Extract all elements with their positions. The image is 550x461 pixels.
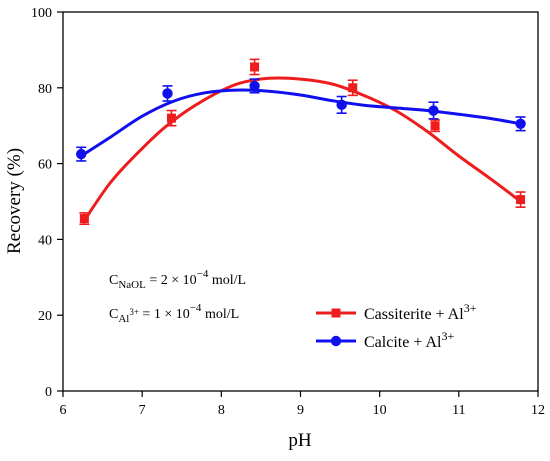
naol-concentration-annotation: CNaOL = 2 × 10−4 mol/L	[109, 268, 246, 291]
x-tick-label: 8	[218, 403, 225, 418]
data-point-calcite	[162, 88, 173, 99]
legend-label-calcite: Calcite + Al3+	[364, 329, 454, 351]
x-tick-label: 6	[60, 403, 67, 418]
legend-item-cassiterite: Cassiterite + Al3+	[316, 301, 477, 323]
y-tick-label: 60	[38, 158, 52, 173]
error-bars	[76, 58, 526, 226]
legend: Cassiterite + Al3+ Calcite + Al3+	[316, 301, 477, 351]
x-tick-label: 7	[139, 403, 146, 418]
data-point-cassiterite	[166, 113, 176, 123]
data-point-cassiterite	[430, 121, 440, 131]
legend-marker-cassiterite	[331, 308, 341, 318]
data-point-calcite	[336, 99, 347, 111]
data-point-cassiterite	[516, 195, 526, 205]
x-axis-title: pH	[288, 430, 312, 451]
fit-curves	[80, 76, 522, 222]
data-point-cassiterite	[79, 214, 89, 224]
fit-curve-calcite	[80, 88, 521, 158]
x-tick-label: 11	[452, 403, 465, 418]
data-point-calcite	[249, 80, 260, 92]
fit-curve-cassiterite	[83, 76, 522, 222]
legend-item-calcite: Calcite + Al3+	[316, 329, 454, 351]
al-concentration-annotation: CAl3+ = 1 × 10−4 mol/L	[109, 302, 239, 325]
y-tick-label: 0	[45, 385, 52, 400]
x-tick-label: 9	[297, 403, 304, 418]
condition-annotations: CNaOL = 2 × 10−4 mol/L CAl3+ = 1 × 10−4 …	[109, 268, 246, 325]
y-tick-label: 80	[38, 82, 52, 97]
plot-frame	[62, 11, 539, 392]
data-point-calcite	[515, 118, 526, 130]
y-axis-title: Recovery (%)	[4, 148, 25, 254]
data-point-cassiterite	[348, 83, 358, 93]
y-tick-label: 20	[38, 309, 52, 324]
legend-label-cassiterite: Cassiterite + Al3+	[364, 301, 477, 323]
y-axis: 0 20 40 60 80 100	[31, 6, 63, 400]
data-markers	[76, 62, 526, 224]
data-point-calcite	[76, 148, 87, 160]
x-tick-label: 10	[373, 403, 387, 418]
y-tick-label: 40	[38, 233, 52, 248]
data-point-calcite	[428, 105, 439, 116]
x-tick-label: 12	[531, 403, 545, 418]
legend-marker-calcite	[330, 335, 342, 347]
y-tick-label: 100	[31, 6, 52, 21]
x-axis: 6 7 8 9 10 11 12	[60, 391, 545, 418]
data-point-cassiterite	[250, 62, 260, 72]
